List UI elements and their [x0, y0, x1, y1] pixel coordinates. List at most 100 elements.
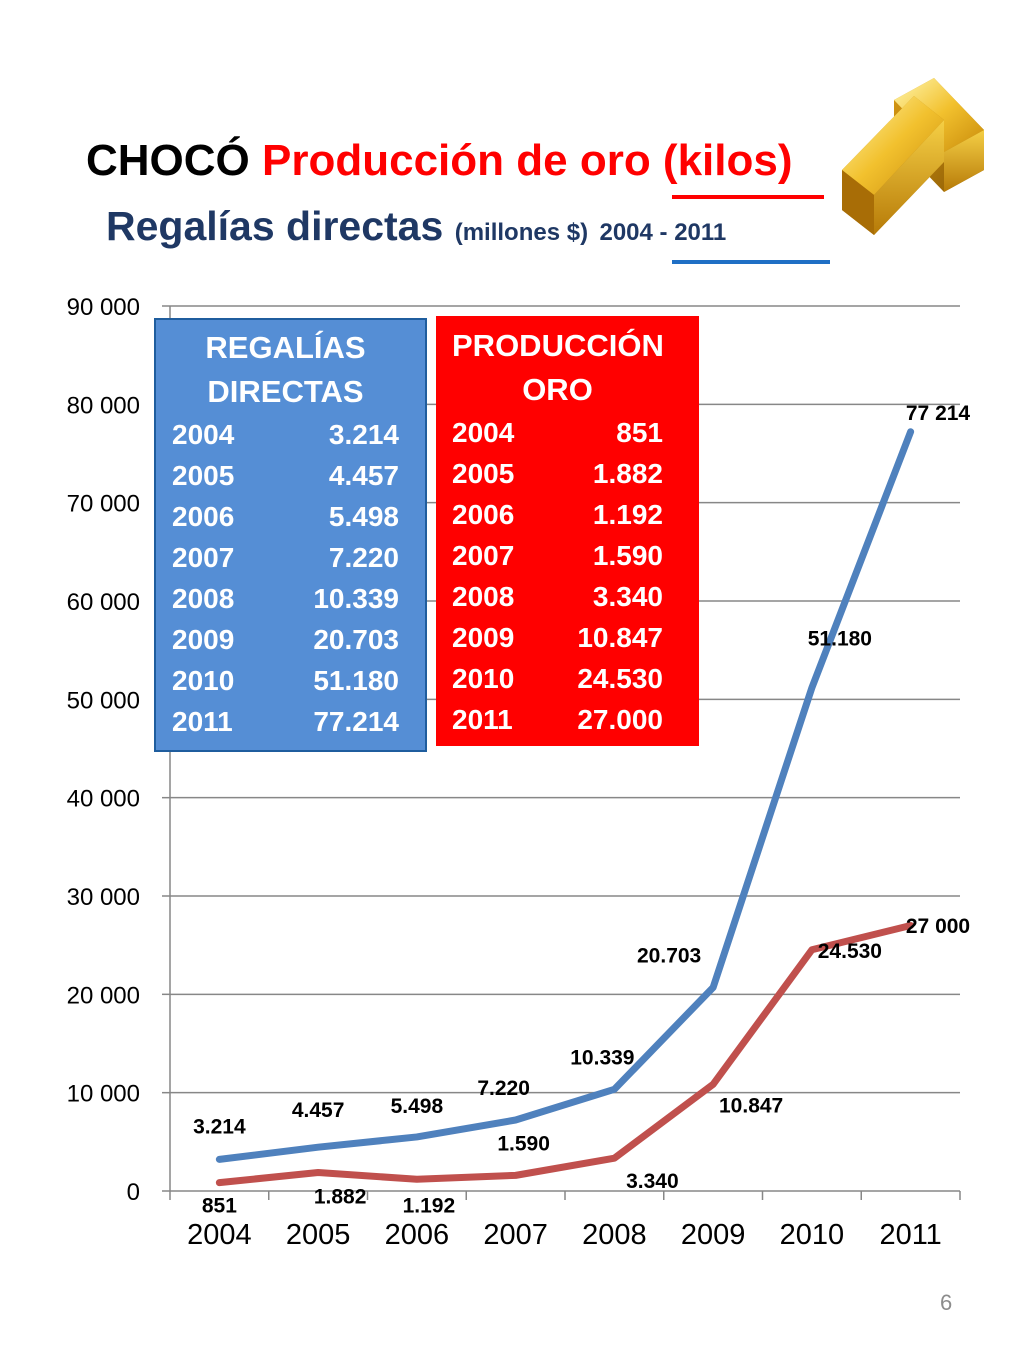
panel-row: 2004 851 [452, 412, 663, 453]
panel-value: 3.214 [328, 419, 399, 450]
panel-year: 2007 [452, 540, 515, 571]
panel-year: 2010 [172, 665, 235, 696]
panel-row: 2009 20.703 [172, 619, 399, 660]
panel-row: 2011 27.000 [452, 699, 663, 740]
x-tick-label: 2006 [385, 1219, 450, 1251]
data-label-produccion: 24.530 [818, 940, 882, 963]
y-tick-label: 50 000 [67, 687, 140, 714]
panel-header-line: REGALÍAS [205, 330, 366, 365]
title-royalties: Regalías directas [106, 203, 444, 249]
panel-year: 2005 [452, 458, 515, 489]
x-tick-label: 2008 [582, 1219, 647, 1251]
panel-year: 2008 [172, 583, 235, 614]
data-label-produccion: 1.882 [314, 1185, 367, 1208]
data-label-produccion: 10.847 [719, 1094, 783, 1117]
title-years: 2004 - 2011 [599, 219, 727, 246]
x-tick-label: 2009 [681, 1219, 746, 1251]
title-region: CHOCÓ [86, 136, 250, 185]
panel-year: 2006 [172, 501, 235, 532]
panel-value: 1.192 [592, 499, 663, 530]
production-data-panel: PRODUCCIÓN ORO 2004 851 2005 1.882 2006 1.1… [436, 316, 699, 746]
royalties-data-panel: REGALÍAS DIRECTAS 2004 3.214 2005 4.457 20… [154, 318, 427, 752]
panel-row: 2010 51.180 [172, 660, 399, 701]
panel-row: 2006 1.192 [452, 494, 663, 535]
panel-value: 7.220 [328, 542, 399, 573]
panel-row: 2008 3.340 [452, 576, 663, 617]
panel-header-line: PRODUCCIÓN [452, 328, 664, 363]
title-blue-underline [672, 260, 830, 264]
y-tick-label: 60 000 [67, 589, 140, 616]
series-line-regalias [215, 428, 915, 1163]
data-label-regalias: 3.214 [193, 1115, 246, 1138]
page-number: 6 [940, 1290, 953, 1315]
data-label-produccion: 27 000 [906, 915, 970, 938]
panel-row: 2011 77.214 [172, 701, 399, 742]
panel-value: 3.340 [592, 581, 663, 612]
x-tick-label: 2005 [286, 1219, 351, 1251]
panel-value: 77.214 [313, 706, 399, 737]
y-tick-label: 90 000 [67, 294, 140, 321]
panel-row: 2009 10.847 [452, 617, 663, 658]
panel-year: 2009 [172, 624, 235, 655]
y-tick-label: 80 000 [67, 392, 140, 419]
panel-row: 2007 1.590 [452, 535, 663, 576]
panel-value: 1.590 [592, 540, 663, 571]
axes: 0 10 000 20 000 30 000 40 000 50 000 60 000 70 … [67, 294, 961, 1251]
x-tick-label: 2007 [483, 1219, 548, 1251]
title-production: Producción de oro (kilos) [262, 136, 793, 185]
panel-row: 2005 1.882 [452, 453, 663, 494]
panel-row: 2005 4.457 [172, 455, 399, 496]
panel-header-line: DIRECTAS [207, 374, 364, 409]
panel-year: 2008 [452, 581, 515, 612]
panel-row: 2006 5.498 [172, 496, 399, 537]
panel-value: 10.847 [577, 622, 663, 653]
title-red-underline [672, 195, 824, 199]
data-labels: 3.214 4.457 5.498 7.220 10.339 20.703 51.180 77… [193, 402, 970, 1218]
data-label-regalias: 20.703 [637, 944, 701, 967]
panel-value: 851 [616, 417, 663, 448]
y-tick-label: 40 000 [67, 786, 140, 813]
y-tick-label: 10 000 [67, 1081, 140, 1108]
y-tick-label: 30 000 [67, 884, 140, 911]
panel-value: 10.339 [313, 583, 399, 614]
y-tick-label: 0 [127, 1179, 140, 1206]
y-tick-label: 70 000 [67, 491, 140, 518]
data-label-regalias: 7.220 [477, 1077, 530, 1100]
panel-value: 5.498 [328, 501, 399, 532]
chart-title-line2: Regalías directas (millones $) 2004 - 20… [106, 203, 726, 250]
series [215, 428, 915, 1187]
panel-value: 27.000 [577, 704, 663, 735]
panel-value: 1.882 [592, 458, 663, 489]
panel-row: 2004 3.214 [172, 414, 399, 455]
data-label-produccion: 3.340 [626, 1170, 679, 1193]
data-label-produccion: 1.192 [403, 1194, 456, 1217]
data-label-regalias: 51.180 [808, 628, 872, 651]
chart-title-line1: CHOCÓ Producción de oro (kilos) [86, 136, 793, 186]
series-line-produccion [215, 922, 915, 1187]
data-label-regalias: 5.498 [391, 1095, 444, 1118]
title-unit: (millones $) [454, 219, 589, 246]
panel-year: 2004 [452, 417, 515, 448]
gold-bars-icon [842, 78, 984, 235]
data-label-produccion: 1.590 [497, 1132, 550, 1155]
panel-year: 2006 [452, 499, 515, 530]
x-tick-label: 2011 [879, 1219, 941, 1251]
panel-year: 2009 [452, 622, 515, 653]
panel-value: 24.530 [577, 663, 663, 694]
panel-year: 2005 [172, 460, 235, 491]
panel-value: 51.180 [313, 665, 399, 696]
panel-row: 2010 24.530 [452, 658, 663, 699]
panel-year: 2010 [452, 663, 515, 694]
panel-value: 20.703 [313, 624, 399, 655]
panel-year: 2011 [172, 706, 233, 737]
panel-row: 2008 10.339 [172, 578, 399, 619]
x-tick-label: 2010 [780, 1219, 845, 1251]
panel-row: 2007 7.220 [172, 537, 399, 578]
data-label-regalias: 10.339 [570, 1046, 634, 1069]
data-label-regalias: 4.457 [292, 1099, 345, 1122]
data-label-produccion: 851 [202, 1195, 237, 1218]
y-tick-label: 20 000 [67, 982, 140, 1009]
data-label-regalias: 77 214 [906, 402, 971, 425]
panel-header-line: ORO [522, 372, 593, 407]
